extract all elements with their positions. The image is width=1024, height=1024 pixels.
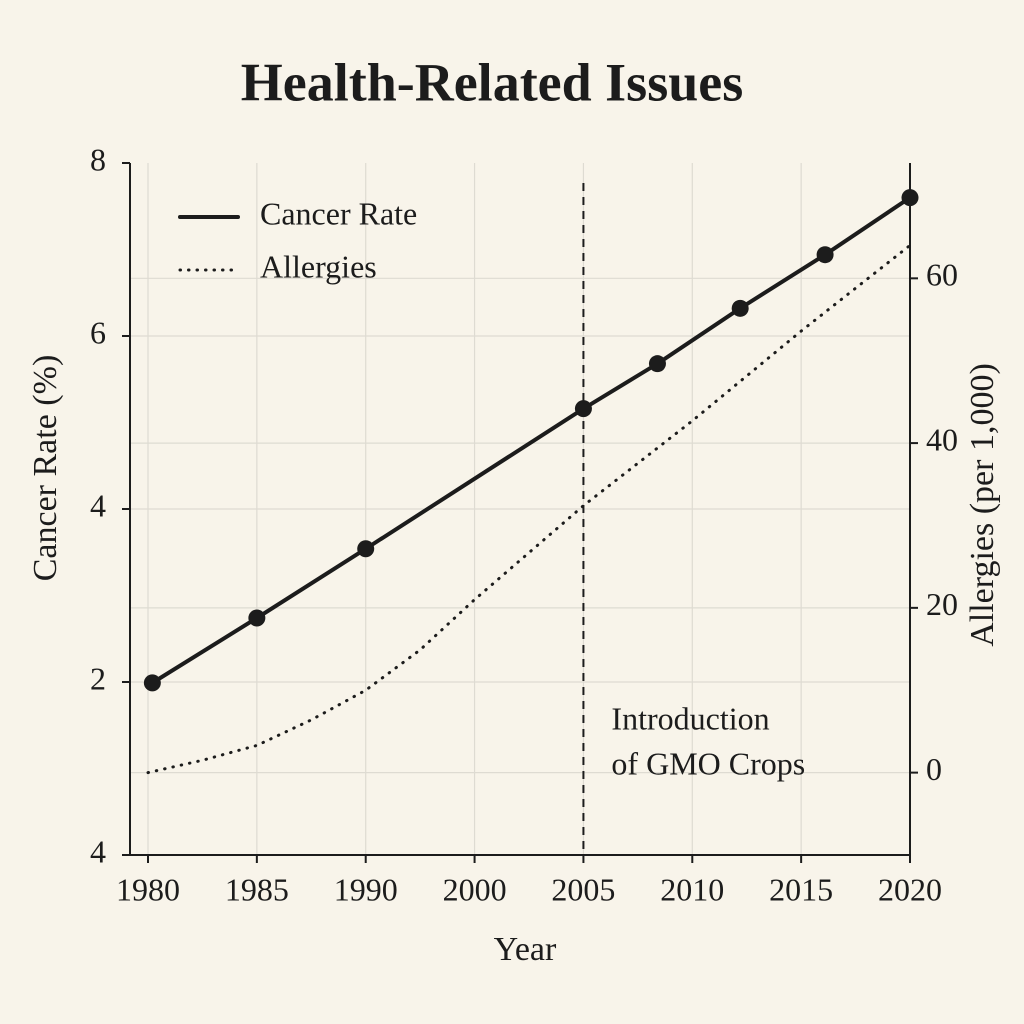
data-point: [248, 609, 266, 627]
y-tick-label: 4: [90, 833, 106, 869]
x-tick-label: 2000: [443, 871, 507, 907]
legend-label: Cancer Rate: [260, 195, 417, 231]
data-point: [143, 674, 161, 692]
y-tick-label: 8: [90, 141, 106, 177]
y2-tick-label: 0: [926, 751, 942, 787]
x-tick-label: 2020: [878, 871, 942, 907]
y2-axis-label: Allergies (per 1,000): [964, 363, 1001, 647]
x-tick-label: 2005: [551, 871, 615, 907]
data-point: [731, 299, 749, 317]
data-point: [816, 246, 834, 264]
y-tick-label: 6: [90, 314, 106, 350]
data-point: [574, 400, 592, 418]
x-tick-label: 2010: [660, 871, 724, 907]
data-point: [648, 355, 666, 373]
y-axis-label: Cancer Rate (%): [27, 355, 64, 582]
legend-label: Allergies: [260, 248, 377, 284]
y2-tick-label: 40: [926, 421, 958, 457]
series-line: [146, 243, 912, 775]
chart-title: Health-Related Issues: [241, 52, 743, 112]
x-axis-label: Year: [494, 931, 557, 968]
annotation-text: of GMO Crops: [611, 745, 805, 781]
x-tick-label: 1985: [225, 871, 289, 907]
data-point: [901, 189, 919, 207]
x-tick-label: 1990: [334, 871, 398, 907]
y2-tick-label: 20: [926, 586, 958, 622]
data-point: [357, 540, 375, 558]
y-tick-label: 2: [90, 660, 106, 696]
y-tick-label: 4: [90, 487, 106, 523]
y2-tick-label: 60: [926, 257, 958, 293]
x-tick-label: 1980: [116, 871, 180, 907]
x-tick-label: 2015: [769, 871, 833, 907]
annotation-text: Introduction: [611, 700, 769, 736]
series-line: [150, 195, 912, 685]
